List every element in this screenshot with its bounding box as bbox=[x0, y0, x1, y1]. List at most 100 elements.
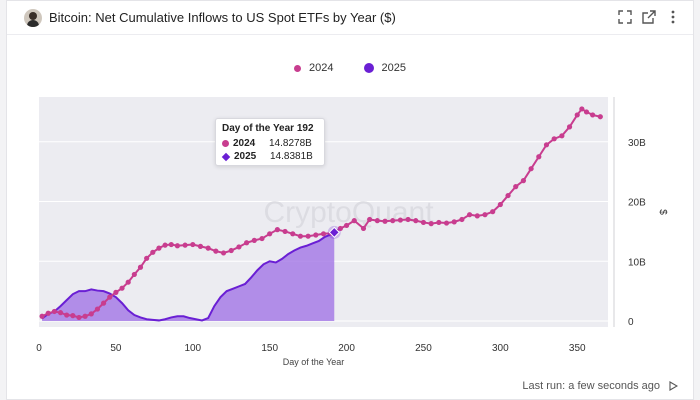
series-2024-point bbox=[51, 308, 57, 315]
series-2024-point bbox=[320, 231, 327, 237]
header-actions bbox=[617, 9, 681, 25]
series-2024-point bbox=[113, 289, 119, 295]
series-2024-point bbox=[551, 136, 557, 142]
series-2024-point bbox=[282, 228, 288, 235]
series-2024-point bbox=[64, 312, 70, 318]
series-2024-point bbox=[107, 294, 113, 300]
series-2024-point bbox=[490, 209, 496, 215]
series-2024-point bbox=[39, 313, 45, 319]
series-2024-point bbox=[197, 243, 204, 249]
y-tick-label-2: 20B bbox=[628, 198, 646, 209]
tooltip-marker-2024 bbox=[222, 140, 229, 147]
series-2024-point bbox=[459, 216, 465, 223]
series-2024-point bbox=[305, 233, 311, 239]
series-2024-point bbox=[579, 106, 585, 112]
series-2024-point bbox=[543, 142, 550, 148]
series-2024-point bbox=[94, 306, 101, 312]
legend-marker-2024 bbox=[294, 64, 302, 72]
series-2025-line bbox=[41, 231, 335, 322]
hover-marker-2025 bbox=[328, 226, 340, 239]
y-tick-label-0: 0 bbox=[628, 317, 634, 328]
series-2024-point bbox=[397, 217, 403, 223]
card-footer: Last run: a few seconds ago bbox=[522, 380, 678, 392]
x-tick-label-1: 50 bbox=[110, 343, 122, 354]
series-2024-point bbox=[482, 212, 488, 218]
series-2024-point bbox=[343, 222, 350, 229]
series-2024-point bbox=[205, 245, 211, 251]
tooltip-row-2024: 2024 14.8278B bbox=[222, 137, 318, 150]
tooltip-marker-2025 bbox=[221, 152, 231, 161]
series-2024-point bbox=[297, 233, 304, 239]
series-2024-point bbox=[267, 231, 273, 237]
legend-item-2025[interactable]: 2025 bbox=[363, 62, 406, 74]
more-options-icon[interactable] bbox=[665, 9, 681, 25]
x-tick-label-6: 300 bbox=[492, 343, 509, 354]
legend-item-2024[interactable]: 2024 bbox=[294, 62, 334, 74]
series-2024-point bbox=[583, 109, 590, 115]
series-2024-point bbox=[82, 313, 88, 319]
series-2024-point bbox=[351, 218, 357, 224]
series-2024-point bbox=[76, 314, 82, 321]
card-header: Bitcoin: Net Cumulative Inflows to US Sp… bbox=[7, 1, 693, 35]
series-2024-point bbox=[451, 219, 457, 225]
series-2024-point bbox=[428, 221, 434, 227]
series-2024-point bbox=[290, 231, 296, 237]
series-2024-point bbox=[190, 241, 196, 248]
series-2024-point bbox=[213, 248, 219, 254]
series-2024-point bbox=[156, 245, 162, 251]
series-2024-point bbox=[436, 219, 442, 226]
series-2024-point bbox=[559, 133, 565, 139]
series-2024-point bbox=[228, 247, 234, 254]
series-2025-area bbox=[42, 232, 335, 322]
series-2024-point bbox=[374, 218, 380, 224]
x-tick-label-4: 200 bbox=[338, 343, 355, 354]
series-2024-point bbox=[413, 218, 419, 224]
x-tick-label-7: 350 bbox=[569, 343, 586, 354]
series-2024-point bbox=[528, 166, 534, 172]
series-2024-point bbox=[125, 279, 131, 285]
tooltip-series-2025: 2025 bbox=[234, 151, 257, 162]
last-run-text: Last run: a few seconds ago bbox=[522, 380, 660, 392]
avatar[interactable] bbox=[24, 9, 42, 27]
x-tick-label-0: 0 bbox=[36, 343, 42, 354]
series-2024-point bbox=[382, 218, 388, 224]
play-icon[interactable] bbox=[668, 381, 678, 391]
series-2024-point bbox=[100, 300, 107, 306]
tooltip-series-2024: 2024 bbox=[233, 138, 256, 149]
series-2024-point bbox=[57, 310, 64, 316]
series-2024-point bbox=[45, 310, 51, 316]
tooltip-title: Day of the Year 192 bbox=[222, 123, 314, 134]
x-tick-label-5: 250 bbox=[415, 343, 432, 354]
series-2024-point bbox=[244, 240, 250, 246]
series-2024-point bbox=[70, 313, 76, 319]
series-2024-point bbox=[390, 218, 396, 224]
series-2024-point bbox=[313, 232, 319, 238]
y-axis-label: $ bbox=[657, 209, 668, 215]
legend-marker-2025 bbox=[363, 63, 374, 73]
open-external-icon[interactable] bbox=[641, 9, 657, 25]
series-2024-point bbox=[88, 311, 94, 317]
series-2024-point bbox=[590, 112, 596, 118]
series-2024-point bbox=[274, 227, 280, 233]
series-2024-point bbox=[505, 192, 511, 199]
series-2024-point bbox=[337, 225, 344, 232]
series-2024-point bbox=[367, 216, 373, 223]
series-2024-point bbox=[597, 114, 603, 120]
series-2024-point bbox=[513, 184, 519, 190]
tooltip-value-2024: 14.8278B bbox=[269, 138, 312, 149]
series-2024-point bbox=[236, 244, 242, 250]
x-tick-label-3: 150 bbox=[261, 343, 278, 354]
series-2024-point bbox=[168, 241, 174, 248]
page-title: Bitcoin: Net Cumulative Inflows to US Sp… bbox=[49, 10, 396, 25]
series-2024-point bbox=[443, 220, 450, 226]
series-2024-point bbox=[405, 216, 411, 223]
legend-label-2024: 2024 bbox=[309, 62, 334, 74]
expand-icon[interactable] bbox=[617, 9, 633, 25]
series-2024-point bbox=[119, 285, 125, 291]
series-2024-point bbox=[474, 213, 480, 219]
series-2024-point bbox=[536, 154, 542, 160]
x-axis-label: Day of the Year bbox=[283, 357, 345, 367]
series-2024-point bbox=[137, 264, 144, 270]
chart-tooltip: Day of the Year 192 2024 14.8278B 2025 1… bbox=[215, 118, 325, 166]
